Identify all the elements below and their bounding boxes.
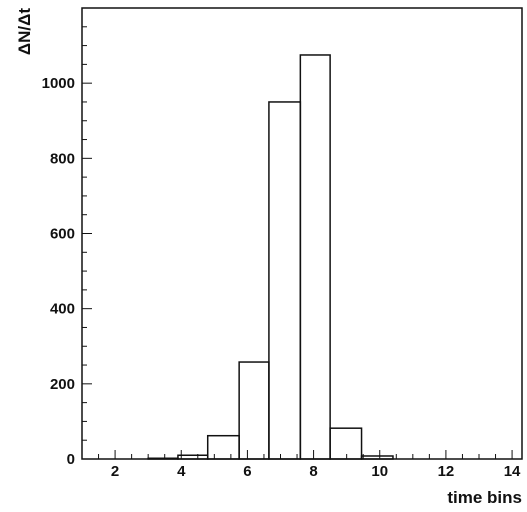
histogram-bin bbox=[329, 427, 363, 460]
x-tick-label: 6 bbox=[243, 463, 251, 480]
x-axis-title: time bins bbox=[447, 488, 522, 507]
x-tick-label: 8 bbox=[309, 463, 317, 480]
histogram-bars bbox=[147, 54, 394, 460]
y-tick-label: 800 bbox=[50, 150, 75, 167]
histogram-bin bbox=[206, 434, 240, 460]
histogram-bin bbox=[238, 361, 270, 460]
histogram-bin bbox=[177, 454, 209, 460]
y-tick-label: 600 bbox=[50, 226, 75, 243]
y-tick-label: 400 bbox=[50, 301, 75, 318]
histogram-bin bbox=[268, 101, 302, 460]
y-tick-label: 1000 bbox=[42, 75, 75, 92]
y-tick-label: 0 bbox=[67, 451, 75, 468]
x-tick-label: 14 bbox=[504, 463, 521, 480]
histogram-bin bbox=[147, 457, 179, 460]
x-tick-label: 2 bbox=[111, 463, 119, 480]
histogram-bin bbox=[299, 54, 331, 460]
histogram-bin bbox=[360, 455, 394, 460]
x-tick-label: 10 bbox=[371, 463, 388, 480]
x-tick-label: 4 bbox=[177, 463, 186, 480]
y-tick-label: 200 bbox=[50, 376, 75, 393]
x-tick-label: 12 bbox=[438, 463, 455, 480]
plot-frame bbox=[81, 7, 523, 460]
y-axis-ticks: 0 200 400 600 800 1000 bbox=[42, 7, 92, 468]
y-axis-title: ΔN/Δt bbox=[15, 8, 34, 55]
x-axis-ticks: 2 4 6 8 10 12 14 bbox=[81, 450, 521, 480]
